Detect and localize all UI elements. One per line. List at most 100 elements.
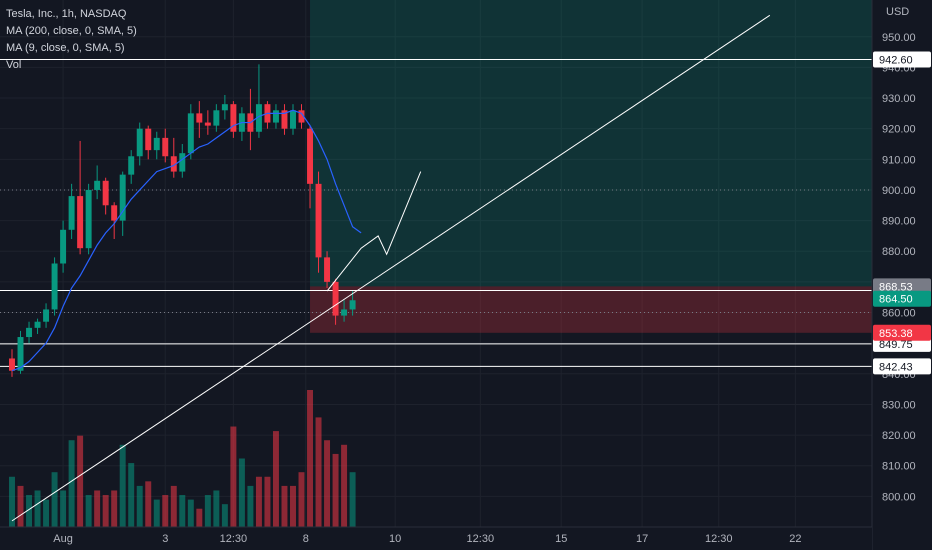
- price-tick-label: 920.00: [882, 124, 916, 136]
- candle-body: [9, 358, 15, 371]
- volume-bar: [341, 444, 348, 527]
- time-tick-label: 12:30: [705, 533, 733, 545]
- candle-body: [128, 156, 135, 175]
- candle-body: [272, 110, 279, 123]
- volume-bar: [136, 485, 143, 527]
- volume-bar: [145, 481, 152, 527]
- vol-label[interactable]: Vol: [6, 59, 22, 71]
- horizontal-levels[interactable]: [0, 58, 872, 367]
- drawings[interactable]: [11, 14, 771, 522]
- time-tick-label: 8: [303, 533, 309, 545]
- volume-bar: [26, 495, 33, 527]
- volume-bar: [153, 499, 160, 527]
- currency-label[interactable]: USD: [886, 6, 910, 18]
- candle-body: [187, 113, 194, 154]
- price-tick-label: 930.00: [882, 93, 916, 105]
- ma9-path: [11, 109, 362, 372]
- volume-bar: [43, 499, 50, 527]
- candle-body: [196, 113, 203, 123]
- volume-bar: [60, 490, 67, 527]
- time-tick-label: 15: [555, 533, 567, 545]
- stop-zone: [310, 286, 873, 333]
- volume-bar: [179, 495, 186, 527]
- price-axis[interactable]: 800.00810.00820.00830.00840.00850.00860.…: [871, 0, 932, 550]
- price-tag-bg: [873, 278, 931, 295]
- volume-bars: [9, 390, 356, 527]
- candle-body: [298, 110, 305, 123]
- volume-bar: [264, 476, 271, 527]
- candle-body: [332, 281, 339, 316]
- level-tag-bg: [873, 51, 931, 68]
- volume-bar: [196, 508, 203, 527]
- time-axis[interactable]: Aug 3 12:30 8 10 12:30 15 17 12:30 22: [0, 526, 872, 550]
- volume-bar: [94, 490, 101, 527]
- candle-body: [34, 321, 41, 328]
- time-tick-label: 22: [789, 533, 801, 545]
- candle-body: [68, 196, 75, 230]
- price-tick-label: 830.00: [882, 399, 916, 411]
- candle-body: [204, 122, 211, 126]
- volume-bar: [162, 495, 169, 527]
- volume-bar: [238, 458, 245, 527]
- candle-body: [17, 337, 24, 371]
- volume-bar: [213, 490, 220, 527]
- volume-bar: [247, 485, 254, 527]
- candle-body: [349, 300, 356, 310]
- candle-body: [26, 327, 33, 338]
- volume-bar: [17, 485, 24, 527]
- candle-body: [51, 263, 58, 310]
- time-tick-label: 10: [389, 533, 401, 545]
- level-tag: 942.60: [879, 54, 913, 66]
- volume-bar: [230, 426, 237, 527]
- projection-path: [326, 171, 422, 292]
- ma9-label[interactable]: MA (9, close, 0, SMA, 5): [6, 42, 125, 54]
- ma200-label[interactable]: MA (200, close, 0, SMA, 5): [6, 25, 137, 37]
- target-zone: [310, 0, 873, 287]
- candle-body: [281, 110, 288, 129]
- volume-bar: [68, 440, 75, 527]
- candle-body: [255, 104, 262, 132]
- grid-lines: [0, 0, 872, 527]
- price-tick-label: 810.00: [882, 461, 916, 473]
- symbol-title[interactable]: Tesla, Inc., 1h, NASDAQ: [6, 8, 127, 20]
- trend-line: [11, 14, 771, 522]
- price-tick-label: 800.00: [882, 491, 916, 503]
- candle-body: [153, 137, 160, 151]
- volume-bar: [111, 490, 118, 527]
- time-tick-label: 3: [162, 533, 168, 545]
- candle-body: [102, 180, 109, 206]
- candle-body: [43, 309, 50, 322]
- level-tag: 849.75: [879, 339, 913, 351]
- volume-bar: [51, 472, 58, 527]
- volume-bar: [34, 490, 41, 527]
- candle-body: [213, 110, 220, 126]
- price-tag-bg: [873, 290, 931, 307]
- volume-bar: [9, 476, 15, 527]
- price-tick-label: 820.00: [882, 430, 916, 442]
- volume-bar: [221, 504, 228, 527]
- volume-bar: [332, 453, 339, 527]
- candle-body: [170, 156, 177, 172]
- volume-bar: [128, 463, 135, 527]
- time-tick-label: Aug: [53, 533, 73, 545]
- candle-body: [162, 137, 169, 157]
- volume-bar: [255, 476, 262, 527]
- candle-body: [85, 189, 92, 249]
- price-axis-bg: [872, 0, 932, 550]
- volume-bar: [170, 485, 177, 527]
- candle-body: [77, 196, 84, 249]
- level-tag-bg: [873, 358, 931, 375]
- price-tick-label: 890.00: [882, 216, 916, 228]
- time-tick-label: 12:30: [220, 533, 248, 545]
- candles: [9, 64, 356, 377]
- volume-bar: [102, 495, 109, 527]
- position-zones[interactable]: [310, 0, 873, 333]
- volume-bar: [281, 485, 288, 527]
- candle-body: [136, 128, 143, 157]
- volume-bar: [187, 499, 194, 527]
- candle-body: [341, 309, 348, 316]
- candle-body: [290, 110, 296, 129]
- price-tags: 942.60867.18849.75842.43868.53864.50853.…: [873, 51, 931, 375]
- volume-bar: [324, 440, 331, 527]
